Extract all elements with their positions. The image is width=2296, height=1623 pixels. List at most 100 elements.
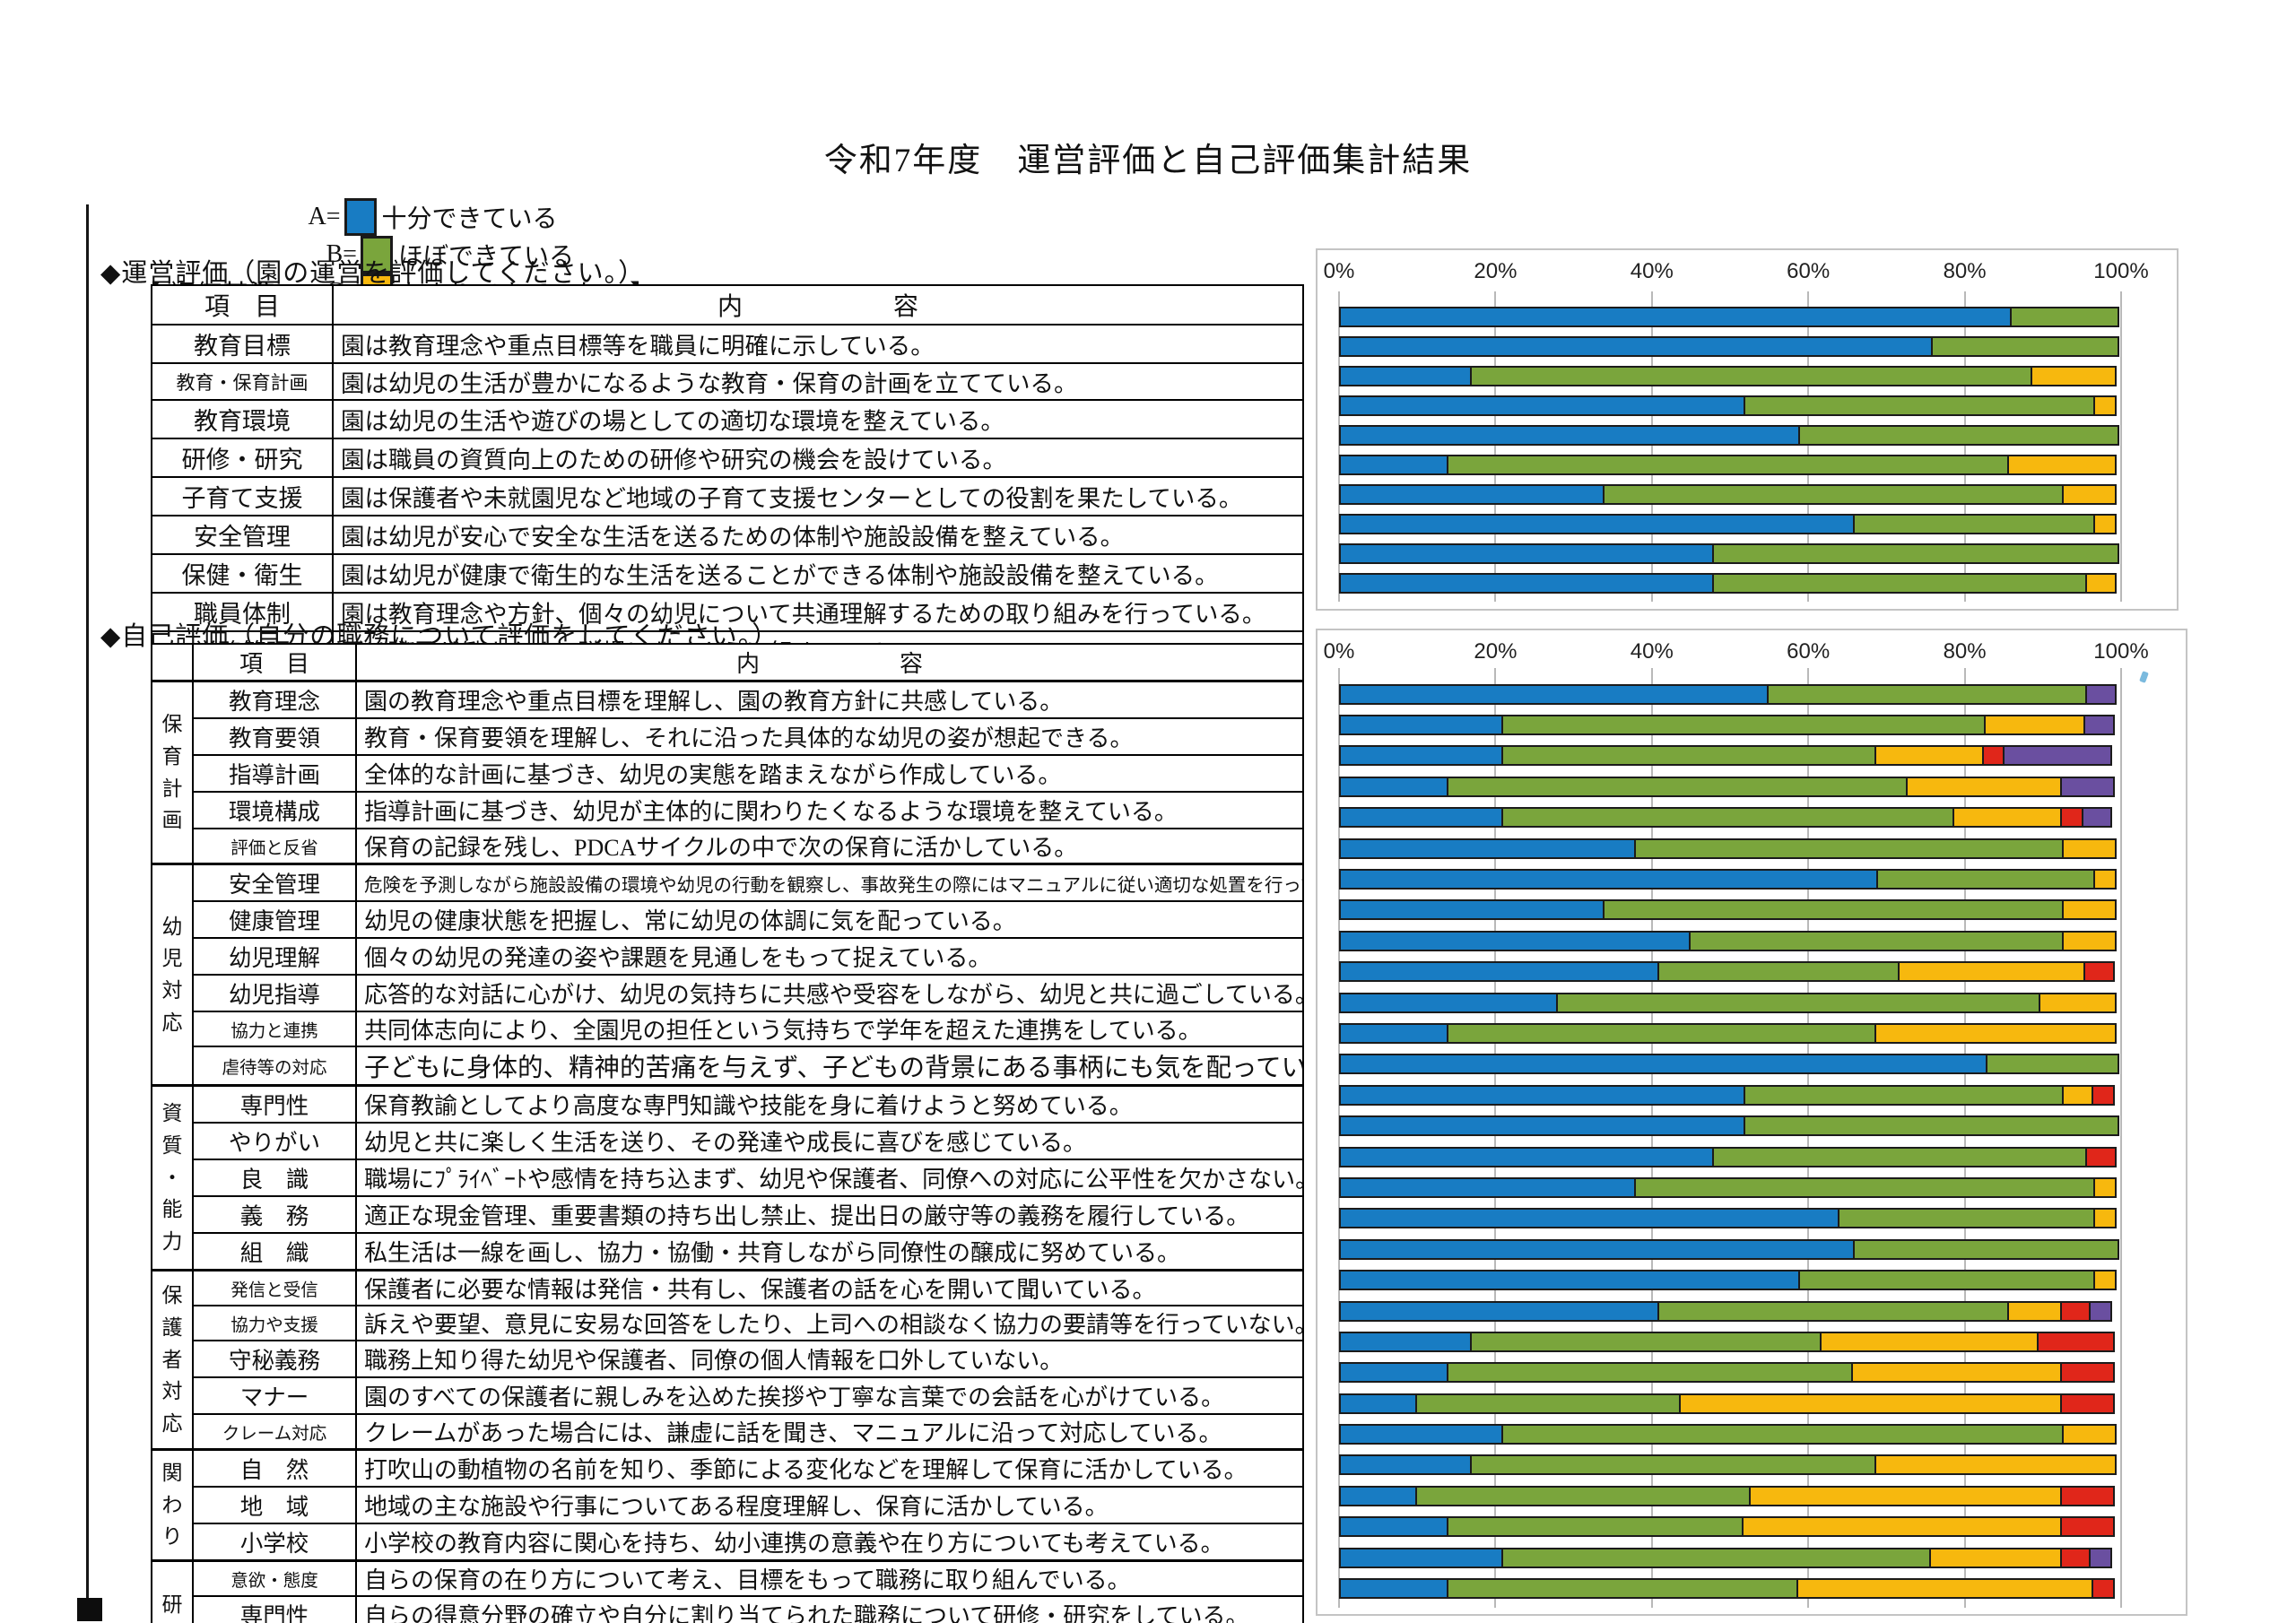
row-content: 職務上知り得た幼児や保護者、同僚の個人情報を口外していない。 bbox=[355, 1340, 1304, 1378]
bar-segment-未 bbox=[2003, 745, 2113, 767]
bar-row bbox=[1339, 361, 2121, 391]
stacked-bar bbox=[1339, 1578, 2121, 1600]
stacked-bar bbox=[1339, 1084, 2121, 1106]
row-item-label: 協力や支援 bbox=[192, 1305, 357, 1341]
bar-segment-未 bbox=[2085, 683, 2118, 705]
bar-segment-A bbox=[1339, 1578, 1449, 1600]
bar-segment-A bbox=[1339, 484, 1605, 505]
bar-segment-A bbox=[1339, 1454, 1473, 1476]
gridline bbox=[1494, 291, 1497, 602]
bar-segment-A bbox=[1339, 1331, 1473, 1352]
axis-tick-label: 40% bbox=[1630, 639, 1674, 664]
row-item-label: 評価と反省 bbox=[192, 828, 357, 865]
group-label: 研 修 ・ 研 究 bbox=[151, 1559, 194, 1623]
row-item-label: 協力と連携 bbox=[192, 1011, 357, 1047]
row-item-label: 自 然 bbox=[192, 1448, 357, 1488]
bar-segment-C bbox=[2062, 930, 2118, 951]
group-label: 資 質 ・ 能 力 bbox=[151, 1084, 194, 1271]
table-row: 協力と連携 共同体志向により、全園児の担任という気持ちで学年を超えた連携をしている… bbox=[152, 1011, 1304, 1047]
row-content: 自らの得意分野の確立や自分に割り当てられた職務について研修・研究をしている。 bbox=[355, 1595, 1304, 1623]
axis-tick-label: 80% bbox=[1943, 259, 1987, 283]
self-table: 項 目 内 容 保 育 計 画教育理念 園の教育理念や重点目標を理解し、園の教育方… bbox=[151, 643, 1304, 1623]
bar-segment-C bbox=[1898, 961, 2086, 983]
stacked-bar bbox=[1339, 336, 2121, 357]
bar-segment-C bbox=[1678, 1393, 2063, 1414]
bar-segment-A bbox=[1339, 307, 2012, 327]
row-item-label: 守秘義務 bbox=[192, 1340, 357, 1378]
bar-row bbox=[1339, 480, 2121, 509]
bar-segment-B bbox=[1931, 336, 2119, 357]
stacked-bar bbox=[1339, 1146, 2121, 1167]
bar-row bbox=[1339, 1542, 2121, 1573]
item-column-header: 項 目 bbox=[151, 284, 334, 325]
table-row: 専門性 自らの得意分野の確立や自分に割り当てられた職務について研修・研究をしている… bbox=[152, 1595, 1304, 1623]
bar-segment-A bbox=[1339, 1270, 1801, 1291]
row-item-label: 健康管理 bbox=[192, 900, 357, 939]
content-column-header: 内 容 bbox=[332, 284, 1304, 325]
table-row: 教育目標 園は教育理念や重点目標等を職員に明確に示している。 bbox=[151, 324, 1304, 364]
bar-segment-B bbox=[1744, 1084, 2065, 1106]
bar-segment-D bbox=[1981, 745, 2005, 767]
bar-segment-B bbox=[1446, 1516, 1744, 1538]
bar-segment-B bbox=[1500, 807, 1955, 829]
row-content: 園は職員の資質向上のための研修や研究の機会を設けている。 bbox=[332, 438, 1304, 478]
stacked-bar bbox=[1339, 1022, 2121, 1044]
bar-row bbox=[1339, 1480, 2121, 1511]
bar-segment-B bbox=[1500, 1547, 1932, 1568]
row-item-label: 発信と受信 bbox=[192, 1269, 357, 1306]
table-row: やりがい 幼児と共に楽しく生活を送り、その発達や成長に喜びを感じている。 bbox=[152, 1122, 1304, 1160]
row-content: 保護者に必要な情報は発信・共有し、保護者の話を心を開いて聞いている。 bbox=[355, 1269, 1304, 1306]
row-item-label: 教育環境 bbox=[151, 399, 334, 439]
table-row: 教育・保育計画 園は幼児の生活が豊かになるような教育・保育の計画を立てている。 bbox=[151, 362, 1304, 401]
stacked-bar bbox=[1339, 1176, 2121, 1198]
stacked-bar bbox=[1339, 715, 2121, 736]
stacked-bar bbox=[1339, 425, 2121, 446]
bar-segment-未 bbox=[2083, 715, 2115, 736]
bar-segment-C bbox=[1905, 776, 2063, 797]
bar-segment-B bbox=[1689, 930, 2065, 951]
bar-segment-A bbox=[1339, 543, 1715, 564]
row-content: 園は幼児が安心で安全な生活を送るための体制や施設設備を整えている。 bbox=[332, 515, 1304, 555]
bar-segment-C bbox=[2085, 573, 2118, 594]
table-row: 協力や支援 訴えや要望、意見に安易な回答をしたり、上司への相談なく協力の要請等を行… bbox=[152, 1305, 1304, 1341]
row-item-label: 環境構成 bbox=[192, 791, 357, 829]
row-content: 園は教育理念や方針、個々の幼児について共通理解するための取り組みを行っている。 bbox=[332, 592, 1304, 632]
row-item-label: 子育て支援 bbox=[151, 476, 334, 516]
bar-segment-A bbox=[1339, 899, 1605, 921]
row-item-label: 幼児理解 bbox=[192, 937, 357, 976]
row-item-label: 地 域 bbox=[192, 1486, 357, 1524]
management-section-heading: ◆運営評価（園の運営を評価してください。） bbox=[100, 259, 646, 288]
row-content: 園のすべての保護者に親しみを込めた挨拶や丁寧な言葉での会話を心がけている。 bbox=[355, 1376, 1304, 1415]
bar-row bbox=[1339, 1512, 2121, 1542]
stacked-bar bbox=[1339, 838, 2121, 859]
bar-segment-C bbox=[1796, 1578, 2094, 1600]
bar-row bbox=[1339, 957, 2121, 987]
stacked-bar bbox=[1339, 514, 2121, 534]
bar-segment-B bbox=[1446, 776, 1909, 797]
row-content: 園は幼児が健康で衛生的な生活を送ることができる体制や施設設備を整えている。 bbox=[332, 553, 1304, 594]
bar-segment-D bbox=[2059, 1300, 2092, 1322]
row-content: 園は幼児の生活が豊かになるような教育・保育の計画を立てている。 bbox=[332, 362, 1304, 401]
bar-segment-C bbox=[2093, 1270, 2118, 1291]
table-row: 虐待等の対応 子どもに身体的、精神的苦痛を与えず、子どもの背景にある事柄にも気を配… bbox=[152, 1046, 1304, 1087]
row-item-label: 義 務 bbox=[192, 1195, 357, 1234]
table-row: 教育環境 園は幼児の生活や遊びの場としての適切な環境を整えている。 bbox=[151, 399, 1304, 439]
bars-area bbox=[1339, 679, 2121, 1604]
bar-segment-B bbox=[1469, 1331, 1822, 1352]
bar-segment-C bbox=[1874, 1022, 2118, 1044]
bar-segment-A bbox=[1339, 395, 1746, 416]
stacked-bar bbox=[1339, 807, 2121, 829]
bar-segment-B bbox=[1446, 1022, 1877, 1044]
table-row: 幼児指導 応答的な対話に心がけ、幼児の気持ちに共感や受容をしながら、幼児と共に過ご… bbox=[152, 974, 1304, 1012]
bar-segment-A bbox=[1339, 366, 1473, 386]
row-content: 園は幼児の生活や遊びの場としての適切な環境を整えている。 bbox=[332, 399, 1304, 439]
bar-segment-B bbox=[1657, 1300, 2010, 1322]
bar-row bbox=[1339, 1018, 2121, 1048]
stacked-bar bbox=[1339, 573, 2121, 594]
row-item-label: 教育理念 bbox=[192, 680, 357, 719]
table-row: 義 務適正な現金管理、重要書類の持ち出し禁止、提出日の厳守等の義務を履行している… bbox=[152, 1195, 1304, 1234]
row-item-label: 虐待等の対応 bbox=[192, 1046, 357, 1087]
bar-segment-C bbox=[2039, 992, 2118, 1013]
legend-item: A= 十分できている bbox=[303, 198, 624, 236]
bar-segment-C bbox=[2093, 1176, 2118, 1198]
